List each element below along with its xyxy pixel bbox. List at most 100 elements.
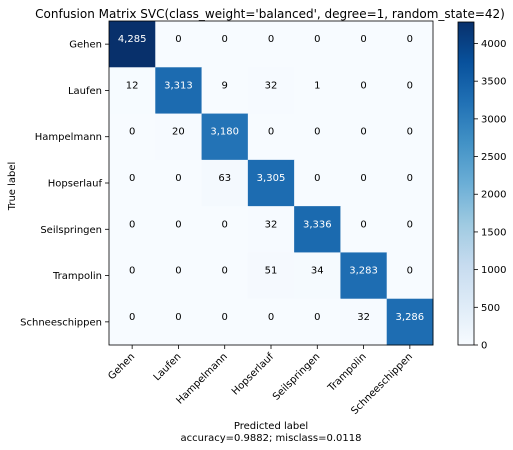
heatmap-cell: [109, 159, 156, 207]
heatmap-cell: [155, 159, 203, 207]
colorbar-tick-label: 3000: [481, 114, 506, 125]
heatmap-cell: [386, 159, 434, 207]
heatmap-cell: [247, 298, 295, 346]
heatmap-cell: [247, 113, 295, 161]
colorbar-tick-label: 3500: [481, 77, 506, 88]
cell-value-label: 0: [314, 34, 320, 45]
heatmap-cell: [155, 21, 203, 68]
heatmap-cell: [155, 298, 203, 346]
heatmap-cell: [247, 67, 295, 115]
cell-value-label: 0: [314, 173, 320, 184]
cell-value-label: 0: [175, 219, 181, 230]
cell-value-label: 32: [357, 312, 370, 323]
cell-value-label: 20: [172, 127, 185, 138]
heatmap-cell: [294, 159, 341, 207]
heatmap-cell: [201, 21, 249, 68]
colorbar-tick-label: 1000: [481, 265, 506, 276]
x-axis-label: Predicted label: [234, 421, 308, 432]
y-tick-label: Trampolin: [52, 271, 102, 282]
heatmap-cell: [294, 298, 341, 346]
cell-value-label: 0: [360, 127, 366, 138]
y-tick-label: Hopserlauf: [48, 179, 103, 190]
heatmap-cell: [294, 21, 341, 68]
cell-value-label: 0: [360, 173, 366, 184]
heatmap-cell: [340, 252, 388, 300]
cell-value-label: 0: [222, 266, 228, 277]
heatmap-cell: [386, 206, 434, 253]
cell-value-label: 0: [129, 312, 135, 323]
cell-value-label: 0: [314, 127, 320, 138]
cell-value-label: 0: [360, 34, 366, 45]
cell-value-label: 0: [268, 127, 274, 138]
heatmap-cell: [155, 113, 203, 161]
cell-value-label: 32: [265, 219, 278, 230]
cell-value-label: 0: [222, 219, 228, 230]
cell-value-label: 3,180: [210, 127, 239, 138]
heatmap-cell: [155, 67, 203, 115]
cell-value-label: 0: [268, 34, 274, 45]
heatmap-cell: [386, 252, 434, 300]
cell-value-label: 0: [175, 312, 181, 323]
cell-value-label: 1: [314, 80, 320, 91]
cell-value-label: 0: [175, 173, 181, 184]
heatmap-cell: [386, 67, 434, 115]
x-tick-label: Gehen: [106, 351, 137, 382]
cell-value-label: 0: [175, 266, 181, 277]
heatmap-cell: [155, 252, 203, 300]
heatmap-cells: [109, 21, 434, 346]
x-tick-label: Trampolin: [326, 351, 369, 394]
heatmap-cell: [247, 21, 295, 68]
cell-value-label: 3,283: [349, 266, 378, 277]
heatmap-cell: [340, 21, 388, 68]
x-axis-label-accuracy: accuracy=0.9882; misclass=0.0118: [181, 433, 362, 444]
cell-value-label: 0: [129, 127, 135, 138]
heatmap-cell: [155, 206, 203, 253]
cell-value-label: 3,286: [396, 312, 425, 323]
heatmap-cell: [247, 252, 295, 300]
y-axis-ticks: Gehen Laufen Hampelmann Hopserlauf Seilsprin…: [20, 40, 109, 328]
colorbar-tick-label: 4000: [481, 39, 506, 50]
heatmap-cell: [340, 67, 388, 115]
x-tick-label: Hopserlauf: [230, 351, 276, 397]
heatmap-cell: [201, 113, 249, 161]
colorbar-tick-label: 500: [481, 303, 500, 314]
x-tick-label: Laufen: [152, 351, 184, 383]
heatmap-cell: [109, 252, 156, 300]
cell-value-label: 0: [360, 219, 366, 230]
cell-value-label: 3,336: [303, 219, 332, 230]
y-tick-label: Gehen: [69, 40, 102, 51]
heatmap-cell: [340, 298, 388, 346]
heatmap-cell: [294, 252, 341, 300]
heatmap-cell: [340, 113, 388, 161]
heatmap-cell: [109, 298, 156, 346]
x-tick-label: Seilspringen: [271, 351, 322, 402]
heatmap-cell: [247, 159, 295, 207]
cell-value-label: 0: [129, 219, 135, 230]
colorbar-gradient: [457, 21, 475, 346]
cell-value-label: 0: [129, 266, 135, 277]
heatmap-cell: [109, 113, 156, 161]
colorbar-tick-label: 2000: [481, 190, 506, 201]
cell-value-label: 0: [129, 173, 135, 184]
heatmap-cell: [109, 21, 156, 68]
heatmap-cell: [294, 206, 341, 253]
cell-value-label: 0: [407, 266, 413, 277]
colorbar-tick-label: 2500: [481, 152, 506, 163]
cell-value-label: 0: [222, 312, 228, 323]
heatmap-cell: [109, 206, 156, 253]
y-tick-label: Hampelmann: [35, 132, 102, 143]
cell-value-label: 0: [222, 34, 228, 45]
heatmap-cell: [201, 298, 249, 346]
cell-value-label: 32: [265, 80, 278, 91]
cell-value-label: 63: [218, 173, 231, 184]
heatmap-cell: [201, 159, 249, 207]
heatmap-cell-labels: 4,285 0 0 0 0 0 0 12 3,313 9 32 1 0 0 0 20 3,180 0 0 0 0 0 0 63…: [118, 34, 424, 323]
cell-value-label: 0: [407, 173, 413, 184]
cell-value-label: 3,305: [257, 173, 286, 184]
heatmap-cell: [340, 159, 388, 207]
heatmap-cell: [386, 298, 434, 346]
cell-value-label: 0: [407, 127, 413, 138]
heatmap-cell: [294, 113, 341, 161]
